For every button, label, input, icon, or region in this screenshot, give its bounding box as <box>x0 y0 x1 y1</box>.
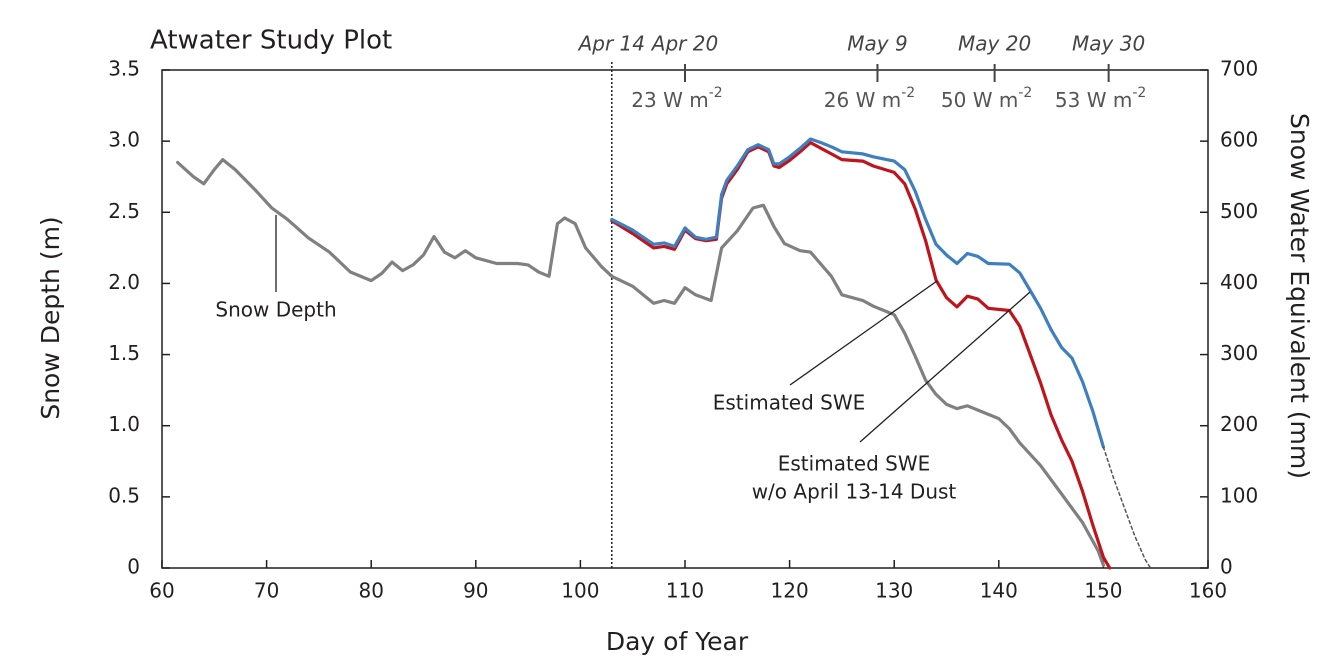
callout-label: Estimated SWE <box>713 391 866 415</box>
energy-label: 26 W m-2 <box>824 85 915 112</box>
y2-tick-label: 400 <box>1220 270 1258 294</box>
callout-leader <box>789 280 938 386</box>
date-label: May 30 <box>1072 32 1145 56</box>
energy-exponent: -2 <box>1132 85 1146 101</box>
callout-label: Snow Depth <box>215 298 336 322</box>
y-tick-label: 1.0 <box>108 412 140 436</box>
x-tick-label: 60 <box>149 579 174 603</box>
callout-label: w/o April 13-14 Dust <box>752 480 957 504</box>
series-line <box>1102 446 1152 569</box>
energy-exponent: -2 <box>1018 85 1032 101</box>
y2-tick-label: 500 <box>1220 199 1258 223</box>
callout-label: Estimated SWE <box>778 452 931 476</box>
y-tick-label: 0.5 <box>108 483 140 507</box>
series-line <box>176 158 1105 567</box>
x-tick-label: 160 <box>1189 579 1227 603</box>
series-line <box>610 137 1105 449</box>
x-tick-label: 150 <box>1084 579 1122 603</box>
x-tick-label: 70 <box>254 579 279 603</box>
y-tick-label: 3.5 <box>108 57 140 81</box>
y-tick-label: 3.0 <box>108 128 140 152</box>
y-tick-label: 2.0 <box>108 270 140 294</box>
chart-title: Atwater Study Plot <box>150 26 392 56</box>
energy-label: 53 W m-2 <box>1055 85 1146 112</box>
x-tick-label: 130 <box>875 579 913 603</box>
energy-value: 26 W m <box>824 88 901 112</box>
x-tick-label: 140 <box>980 579 1018 603</box>
x-tick-label: 100 <box>561 579 599 603</box>
energy-value: 53 W m <box>1055 88 1132 112</box>
y-axis-title: Snow Depth (m) <box>36 216 65 419</box>
y2-tick-label: 200 <box>1220 412 1258 436</box>
energy-value: 50 W m <box>941 88 1018 112</box>
date-label: Apr 14 <box>577 32 645 56</box>
y-tick-label: 0 <box>127 555 140 579</box>
x-tick-label: 90 <box>463 579 488 603</box>
y2-axis-title: Snow Water Equivalent (mm) <box>1285 113 1314 479</box>
energy-exponent: -2 <box>901 85 915 101</box>
energy-label: 23 W m-2 <box>631 85 722 112</box>
energy-label: 50 W m-2 <box>941 85 1032 112</box>
x-axis-title: Day of Year <box>606 627 749 656</box>
x-tick-label: 120 <box>771 579 809 603</box>
y2-tick-label: 0 <box>1220 555 1233 579</box>
y2-tick-label: 600 <box>1220 128 1258 152</box>
callout-leader <box>859 291 1031 443</box>
x-tick-label: 80 <box>358 579 383 603</box>
energy-value: 23 W m <box>631 88 708 112</box>
x-tick-label: 110 <box>666 579 704 603</box>
energy-exponent: -2 <box>709 85 723 101</box>
date-label: May 20 <box>958 32 1031 56</box>
y2-tick-label: 700 <box>1220 57 1258 81</box>
y-tick-label: 1.5 <box>108 341 140 365</box>
y-tick-label: 2.5 <box>108 199 140 223</box>
y2-tick-label: 300 <box>1220 341 1258 365</box>
date-label: Apr 20 <box>650 32 718 56</box>
y2-tick-label: 100 <box>1220 483 1258 507</box>
series-line <box>610 141 1112 570</box>
date-label: May 9 <box>847 32 907 56</box>
